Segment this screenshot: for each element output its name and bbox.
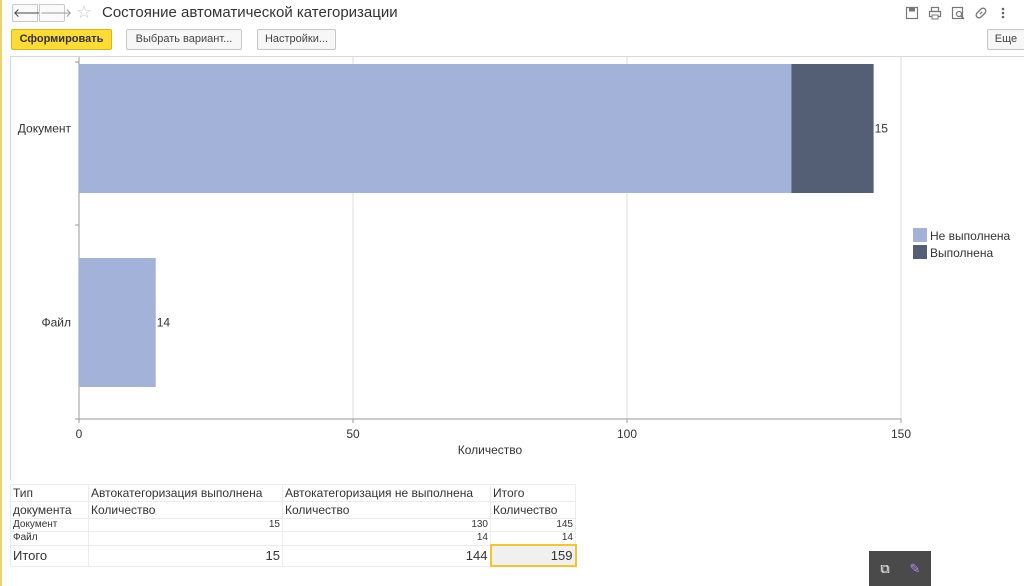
favorite-star-icon[interactable]: ☆ (76, 2, 93, 22)
row-total: 145 (490, 518, 576, 532)
save-icon[interactable] (905, 6, 919, 20)
print-icon[interactable] (928, 6, 942, 20)
window-edge (0, 0, 2, 586)
select-variant-button[interactable]: Выбрать вариант... (126, 29, 242, 50)
header-type: Тип (10, 484, 89, 502)
header-done: Автокатегоризация выполнена (88, 484, 283, 502)
link-icon[interactable] (974, 6, 988, 20)
settings-button[interactable]: Настройки... (257, 29, 336, 50)
x-axis-title: Количество (458, 443, 523, 457)
table-total-row[interactable]: Итого 15 144 159 (10, 544, 577, 567)
table-subheader-row: документа Количество Количество Количест… (10, 501, 576, 519)
back-button[interactable]: 🡐 (12, 4, 46, 22)
row-not-done: 130 (282, 518, 491, 532)
header-qty-total: Количество (490, 501, 576, 519)
x-tick-label: 150 (891, 427, 911, 441)
table-row[interactable]: Файл 14 14 (10, 531, 576, 546)
header-not-done: Автокатегоризация не выполнена (282, 484, 491, 502)
total-label: Итого (10, 544, 89, 567)
row-type: Документ (10, 518, 89, 532)
bar-value-label: 15 (875, 122, 889, 136)
row-done: 15 (88, 518, 283, 532)
total-not-done: 144 (282, 544, 491, 567)
row-not-done: 14 (282, 531, 491, 546)
report-chart: 050100150КоличествоДокумент13015Файл14Не… (10, 56, 1024, 480)
table-row[interactable]: Документ 15 130 145 (10, 518, 576, 532)
table-header-row: Тип Автокатегоризация выполнена Автокате… (10, 484, 576, 502)
legend-label: Не выполнена (930, 229, 1011, 243)
bar-not-done (79, 258, 156, 387)
preview-icon[interactable] (951, 6, 965, 20)
bar-value-label: 14 (157, 316, 171, 330)
legend-swatch (913, 245, 927, 259)
header-qty-done: Количество (88, 501, 283, 519)
floating-panel: ⧉ ✎ (869, 551, 931, 586)
pen-icon[interactable]: ✎ (909, 561, 921, 576)
total-done: 15 (88, 544, 283, 567)
row-done (88, 531, 283, 546)
legend-label: Выполнена (930, 246, 993, 260)
header-type-cont: документа (10, 501, 89, 519)
row-type: Файл (10, 531, 89, 546)
generate-button[interactable]: Сформировать (11, 29, 112, 50)
more-vertical-icon[interactable] (996, 6, 1010, 20)
bar-done (791, 64, 874, 193)
x-tick-label: 100 (617, 427, 637, 441)
header-total: Итого (490, 484, 576, 502)
category-label: Документ (18, 122, 72, 136)
title-bar: 🡐 🡒 ☆ Состояние автоматической категориз… (8, 0, 1024, 28)
grand-total-cell[interactable]: 159 (489, 544, 577, 567)
header-qty-not-done: Количество (282, 501, 491, 519)
x-tick-label: 0 (76, 427, 83, 441)
legend-swatch (913, 228, 927, 242)
category-label: Файл (41, 316, 71, 330)
row-total: 14 (490, 531, 576, 546)
bar-not-done (79, 64, 792, 193)
page-title: Состояние автоматической категоризации (102, 4, 398, 21)
copy-icon[interactable]: ⧉ (880, 561, 890, 576)
report-table: Тип Автокатегоризация выполнена Автокате… (10, 484, 577, 567)
forward-button[interactable]: 🡒 (39, 4, 73, 22)
more-button[interactable]: Еще (987, 29, 1024, 50)
bar-chart-svg: 050100150КоличествоДокумент13015Файл14Не… (18, 57, 1011, 457)
x-tick-label: 50 (346, 427, 360, 441)
